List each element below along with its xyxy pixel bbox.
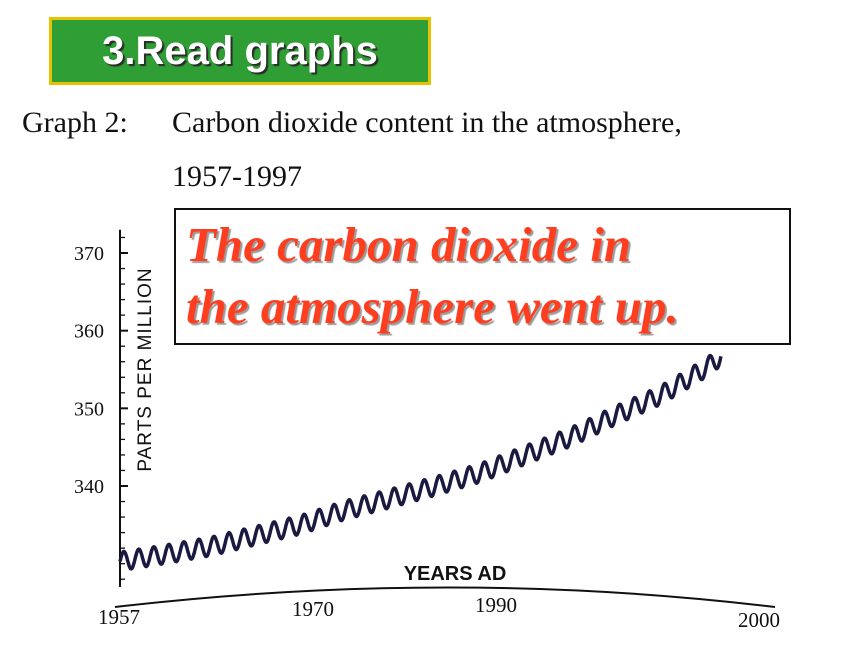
x-tick-label: 1957 bbox=[98, 605, 140, 629]
graph-number-label: Graph 2: bbox=[22, 106, 128, 139]
x-tick-label: 1970 bbox=[292, 597, 334, 621]
co2-series-line bbox=[118, 353, 723, 571]
callout-box: The carbon dioxide in the atmosphere wen… bbox=[174, 208, 791, 345]
x-axis-line bbox=[114, 586, 776, 608]
graph-title-line1: Carbon dioxide content in the atmosphere… bbox=[172, 106, 682, 139]
callout-line-1: The carbon dioxide in bbox=[186, 217, 632, 272]
y-tick-label: 360 bbox=[74, 321, 104, 343]
x-tick-label: 1990 bbox=[475, 593, 517, 617]
callout-line-2: the atmosphere went up. bbox=[186, 279, 679, 334]
section-heading: 3.Read graphs bbox=[102, 28, 378, 73]
section-heading-badge: 3.Read graphs bbox=[49, 17, 431, 85]
x-tick-label: 2000 bbox=[738, 608, 780, 632]
y-tick-label: 370 bbox=[74, 243, 104, 265]
y-tick-label: 350 bbox=[74, 398, 104, 420]
graph-title-line2: 1957-1997 bbox=[172, 160, 302, 193]
x-axis-title: YEARS AD bbox=[404, 563, 507, 585]
y-tick-label: 340 bbox=[74, 476, 104, 498]
y-axis-title: PARTS PER MILLION bbox=[135, 267, 156, 471]
